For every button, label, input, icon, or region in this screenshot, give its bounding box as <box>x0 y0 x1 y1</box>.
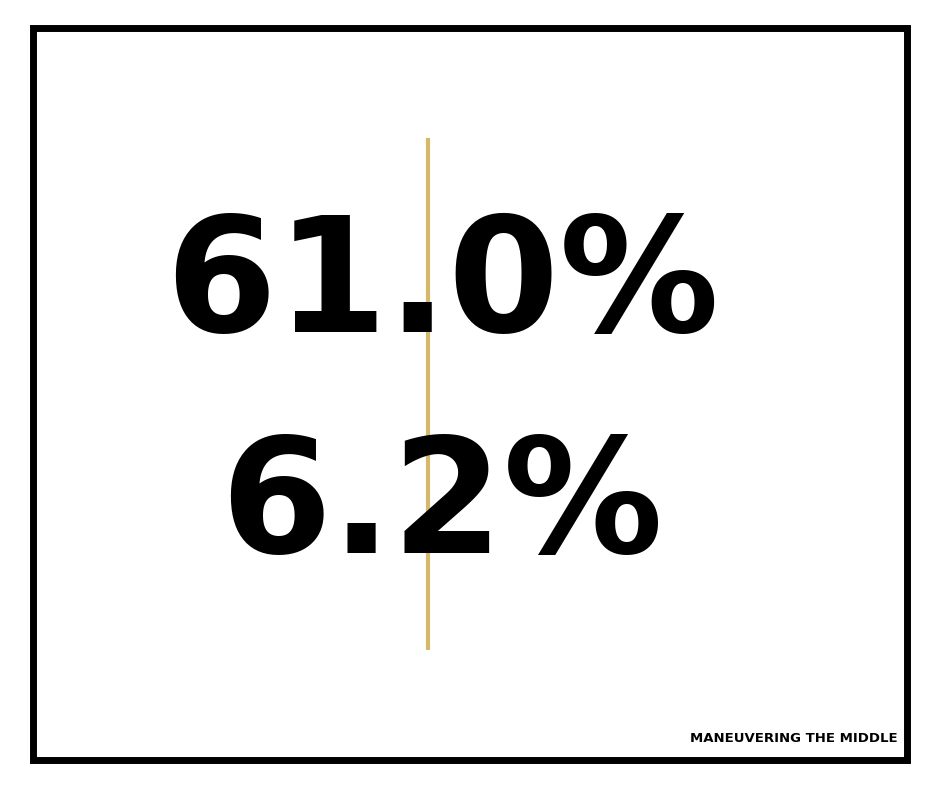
Text: 6.2%: 6.2% <box>220 431 664 585</box>
Text: 61.0%: 61.0% <box>164 210 719 365</box>
Text: MANEUVERING THE MIDDLE: MANEUVERING THE MIDDLE <box>690 732 898 745</box>
